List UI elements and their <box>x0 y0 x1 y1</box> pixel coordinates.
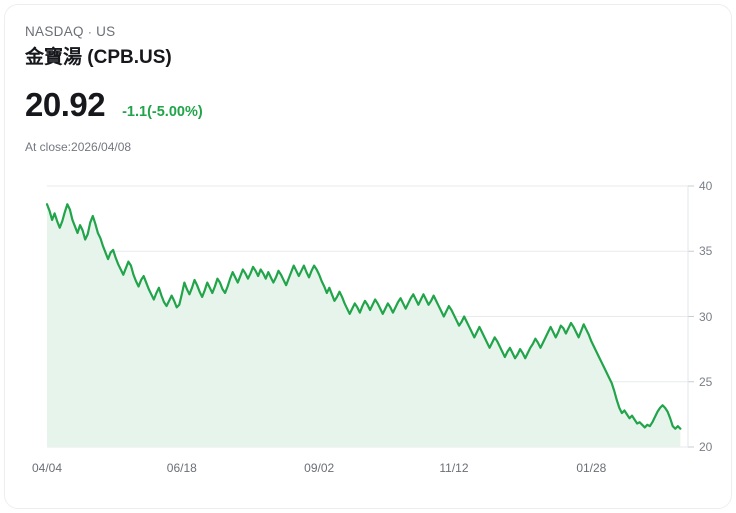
y-axis-tick-label: 25 <box>699 374 713 389</box>
chart-line <box>45 203 682 430</box>
current-price: 20.92 <box>25 86 106 123</box>
stock-quote-card: NASDAQ · US 金寶湯 (CPB.US) 20.92 -1.1(-5.00%… <box>4 4 732 509</box>
x-axis-tick-label: 11/12 <box>439 461 469 475</box>
x-axis-tick-label: 06/18 <box>166 461 197 475</box>
x-axis-tick-label: 04/04 <box>31 461 63 475</box>
at-close-timestamp: At close:2026/04/08 <box>25 140 132 154</box>
x-axis-tick-label: 09/02 <box>304 461 335 475</box>
y-axis-tick-label: 30 <box>699 309 713 324</box>
y-axis-tick-label: 20 <box>699 440 713 454</box>
region-label: US <box>96 24 116 39</box>
exchange-separator: · <box>87 25 93 39</box>
x-axis-tick-label: 01/28 <box>576 461 607 475</box>
page-title: 金寶湯 (CPB.US) <box>25 47 172 68</box>
price-chart-svg <box>45 185 694 448</box>
chart-area-fill <box>47 204 681 447</box>
price-row: 20.92 -1.1(-5.00%) <box>25 87 203 123</box>
y-axis-tick-label: 35 <box>699 244 713 259</box>
exchange-row: NASDAQ · US <box>25 23 203 41</box>
quote-header: NASDAQ · US 金寶湯 (CPB.US) 20.92 -1.1(-5.00%… <box>25 23 203 155</box>
price-chart[interactable]: 40 35 30 25 20 04/04 06/18 09/02 11/12 01/28 <box>5 170 731 490</box>
y-axis-tick-label: 40 <box>699 179 713 193</box>
exchange-name: NASDAQ <box>25 24 84 39</box>
price-change: -1.1(-5.00%) <box>122 104 203 120</box>
